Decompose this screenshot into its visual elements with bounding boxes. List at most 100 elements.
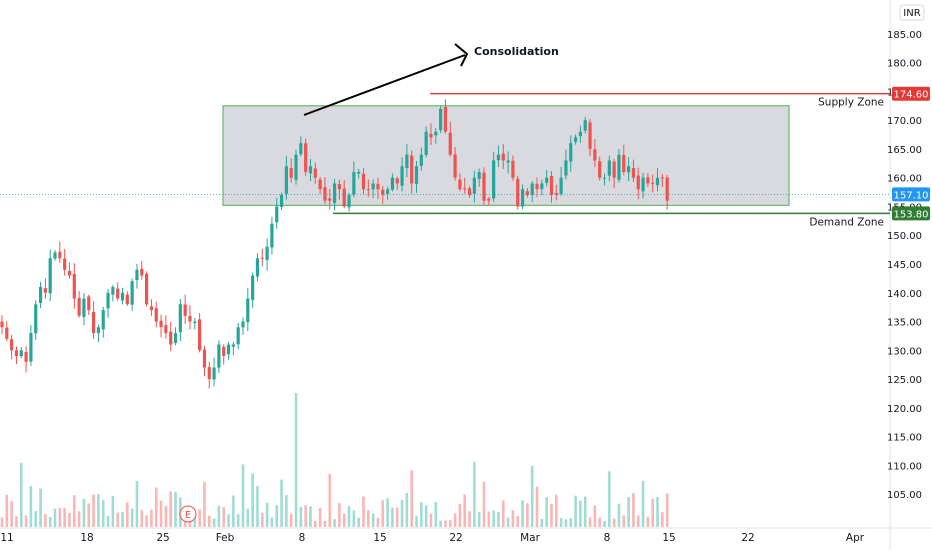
candle-body [111, 287, 115, 295]
volume-bar [111, 496, 115, 527]
volume-bar [159, 500, 163, 527]
volume-bar [583, 496, 587, 527]
candle-body [34, 304, 38, 334]
x-tick-label: 11 [0, 532, 13, 544]
candle-body [607, 160, 611, 176]
candle-body [159, 320, 163, 328]
volume-bar [323, 520, 327, 527]
candle-body [101, 310, 105, 330]
volume-bar [314, 520, 317, 527]
candle-body [72, 273, 76, 299]
volume-bar [429, 513, 433, 527]
volume-bar [477, 512, 481, 527]
volume-bar [333, 519, 336, 527]
volume-bar [241, 464, 245, 527]
volume-bar [328, 473, 332, 527]
volume-bar [246, 508, 250, 527]
candle-body [53, 252, 57, 259]
y-tick-label: 180.00 [887, 59, 922, 70]
volume-bar [87, 503, 91, 527]
candle-body [63, 258, 67, 270]
volume-bar [116, 512, 119, 527]
volume-bar [309, 506, 312, 527]
volume-bar [227, 514, 230, 527]
x-tick-label: 8 [299, 532, 306, 544]
volume-bar [540, 519, 544, 527]
candle-body [347, 194, 351, 208]
currency-button[interactable] [899, 4, 925, 21]
volume-bar [636, 515, 640, 527]
volume-bar [106, 515, 110, 527]
candle-body [207, 367, 211, 380]
y-tick-label: 135.00 [887, 318, 922, 329]
candle-body [583, 120, 587, 131]
candle-body [564, 160, 568, 176]
candle-body [554, 193, 558, 195]
volume-bar [121, 512, 124, 527]
candle-body [559, 177, 563, 195]
candle-body [361, 173, 366, 190]
candle-body [463, 188, 467, 190]
volume-bar [487, 511, 491, 527]
candle-body [38, 287, 43, 304]
volume-bar [58, 507, 62, 527]
candle-body [231, 344, 235, 347]
candle-body [145, 273, 149, 305]
consolidation-arrow [303, 54, 466, 116]
y-tick-label: 120.00 [887, 404, 922, 415]
volume-bar [357, 517, 360, 527]
candle-body [569, 143, 573, 162]
volume-bar [15, 516, 18, 527]
volume-bar [145, 515, 148, 527]
y-tick-label: 115.00 [887, 433, 922, 444]
volume-bar [424, 505, 428, 527]
candle-body [410, 155, 414, 184]
volume-bar [434, 501, 438, 527]
candle-body [516, 178, 520, 207]
volume-bar [174, 491, 177, 527]
candle-body [612, 161, 616, 178]
demand-price-badge-bg [892, 206, 930, 221]
candle-body [496, 154, 501, 161]
candle-body [598, 161, 602, 178]
candle-body [414, 166, 419, 184]
candle-body [212, 367, 216, 380]
volume-bar [280, 479, 283, 527]
candle-body [395, 178, 399, 184]
candle-body [140, 268, 144, 276]
volume-bar [212, 518, 216, 527]
volume-bar [251, 473, 254, 527]
candle-body [154, 308, 158, 322]
candle-body [193, 321, 197, 324]
y-tick-label: 145.00 [887, 260, 922, 271]
volume-bar [559, 518, 563, 527]
candle-body [48, 258, 52, 294]
earnings-event-icon[interactable] [179, 505, 197, 523]
candle-body [318, 179, 322, 190]
candle-body [545, 177, 549, 183]
volume-bar [371, 513, 375, 527]
volume-bar [342, 513, 346, 527]
x-tick-label: Apr [846, 532, 865, 544]
volume-bar [492, 510, 495, 527]
y-tick-label: 140.00 [887, 289, 922, 300]
volume-bar [169, 491, 172, 527]
candle-body [169, 331, 173, 345]
volume-bar [444, 520, 447, 527]
candle-body [573, 137, 578, 142]
consolidation-box [222, 105, 790, 206]
candle-body [294, 154, 298, 180]
volume-bar [468, 511, 471, 527]
volume-bar [154, 487, 158, 527]
candle-body [87, 296, 91, 311]
supply-price-badge-bg [892, 86, 930, 101]
candle-body [588, 122, 592, 149]
candle-body [535, 183, 539, 190]
volume-bar [367, 510, 370, 527]
volume-bar [482, 481, 486, 527]
volume-bars [0, 393, 669, 527]
candle-body [188, 315, 192, 322]
candle-body [217, 344, 221, 368]
